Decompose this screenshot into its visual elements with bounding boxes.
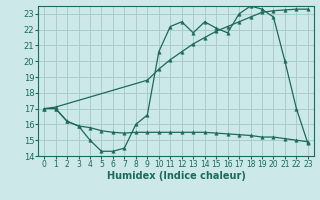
X-axis label: Humidex (Indice chaleur): Humidex (Indice chaleur): [107, 171, 245, 181]
